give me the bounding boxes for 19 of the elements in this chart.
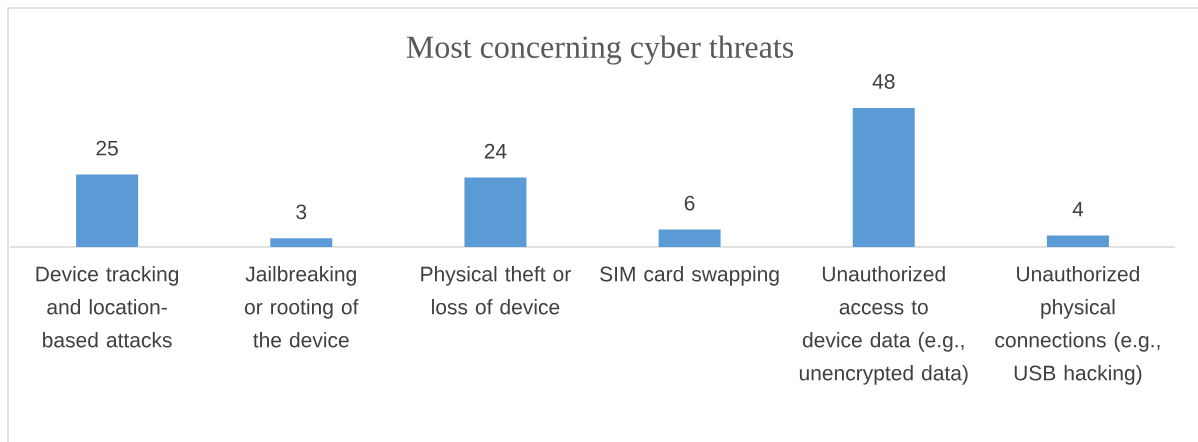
bar [1046,235,1109,247]
data-label: 24 [484,143,507,159]
bar [464,177,527,247]
bar [658,229,721,247]
data-label: 48 [872,74,895,89]
data-label: 25 [96,140,118,156]
bar [852,108,915,247]
x-tick-label: Jailbreaking or rooting of the device [244,266,359,348]
x-tick-label: Physical theft or loss of device [421,266,571,315]
data-label: 6 [684,195,695,211]
x-tick-label: SIM card swapping [600,266,779,286]
bar [270,238,333,247]
chart-title: Most concerning cyber threats [406,35,794,65]
bar [76,174,139,247]
x-tick-label: Unauthorized physical connections (e.g., USB hacking) [995,266,1160,385]
data-label: 3 [296,204,307,220]
x-tick-label: Device tracking and location-based attacks [36,266,179,348]
data-label: 4 [1072,201,1084,217]
x-tick-label: Unauthorized access to device data (e.g., unencrypted data) [799,266,968,385]
